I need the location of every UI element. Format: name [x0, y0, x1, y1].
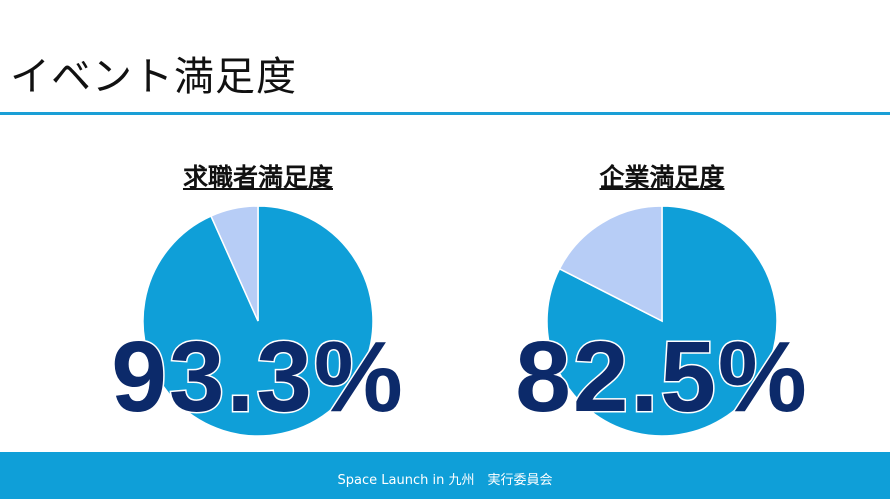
title-divider: [0, 112, 890, 115]
footer-bar: Space Launch in 九州 実行委員会: [0, 452, 890, 499]
pie-svg: [546, 205, 778, 437]
page-title: イベント満足度: [10, 54, 297, 100]
chart-title: 企業満足度: [599, 163, 725, 192]
pie-slice-satisfied: [546, 205, 778, 437]
percent-label: 82.5%: [514, 320, 809, 435]
footer-text: Space Launch in 九州 実行委員会: [337, 473, 553, 488]
pie-slice-remainder: [558, 205, 663, 323]
pie-slice-remainder: [210, 205, 259, 322]
pie-svg: [142, 205, 374, 437]
chart-title: 求職者満足度: [182, 163, 333, 192]
company-satisfaction-chart: 企業満足度 82.5%: [497, 150, 827, 450]
job-seeker-satisfaction-chart: 求職者満足度 93.3%: [93, 150, 423, 450]
percent-label: 93.3%: [110, 320, 405, 435]
